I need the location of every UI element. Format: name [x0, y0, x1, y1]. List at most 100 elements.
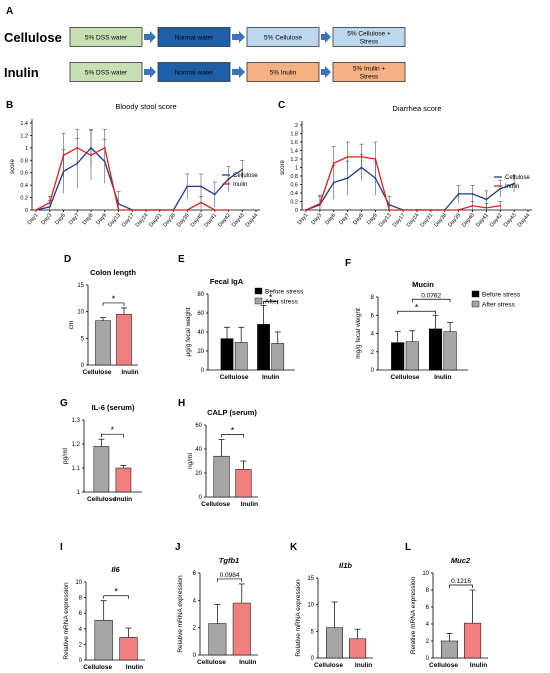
y-tick-label: 8: [426, 588, 430, 594]
y-tick-label: 2: [295, 123, 298, 129]
legend-label: Inulin: [233, 182, 247, 188]
y-axis-label: pg/ml: [62, 448, 69, 464]
chart-title: Colon length: [90, 268, 136, 277]
series-line-cellulose: [35, 146, 243, 211]
y-tick-label: 0.2: [20, 196, 28, 202]
y-tick-label: 1.2: [72, 442, 81, 448]
x-tick-label: Day31: [420, 212, 435, 228]
significance-bracket: [263, 301, 279, 305]
bar-inulin: [232, 602, 251, 656]
y-tick-label: 20: [195, 471, 202, 477]
panel-letter-B: B: [6, 100, 13, 111]
chart-title: Il1b: [339, 561, 352, 570]
significance-star: *: [114, 587, 118, 597]
significance-bracket: [103, 595, 129, 599]
bar: [234, 342, 248, 371]
y-tick-label: 0.2: [290, 200, 298, 206]
x-tick-label: Day8: [352, 212, 365, 226]
y-axis-label: Relative mRNA expression: [63, 582, 70, 660]
diagram-step-box: [69, 62, 143, 82]
x-tick-label: Day41: [203, 212, 218, 228]
bar-inulin: [119, 637, 138, 661]
diagram-arrow-icon: [321, 31, 331, 43]
bar: [220, 338, 234, 371]
y-tick-label: 1: [25, 146, 28, 152]
diagram-step-label: 5% Inulin + Stress: [353, 66, 386, 81]
y-tick-label: 10: [307, 603, 314, 609]
y-tick-label: 0: [201, 368, 205, 374]
panel-letter-F: F: [345, 258, 351, 269]
x-tick-label: Day42: [217, 212, 232, 228]
legend-swatch: [254, 297, 263, 305]
y-tick-label: 0: [193, 653, 197, 659]
x-tick-label: Day38: [162, 212, 177, 228]
y-tick-label: 4: [193, 598, 197, 604]
y-tick-label: 0.6: [20, 171, 28, 177]
p-value-bracket: [449, 584, 473, 588]
y-tick-label: 10: [77, 310, 84, 316]
panel-letter-C: C: [278, 100, 285, 111]
x-tick-label: Inulin: [121, 369, 138, 376]
y-tick-label: 4: [371, 332, 375, 338]
x-tick-label: Cellulose: [201, 501, 230, 508]
y-tick-label: 1.3: [72, 418, 81, 424]
legend-label: Cellulose: [233, 173, 258, 179]
chart-H: CALP (serum) 0 20 40 60 ng/ml Cellulose Inulin *: [187, 408, 258, 508]
y-tick-label: 2: [426, 639, 430, 645]
bar: [405, 341, 419, 371]
x-tick-label: Day13: [378, 212, 393, 228]
y-tick-label: 0: [311, 656, 315, 662]
diagram-step-box: [157, 62, 231, 82]
chart-title: Diarrhea score: [392, 104, 441, 113]
x-tick-label: Day6: [54, 212, 67, 226]
diagram-row-label: Cellulose: [4, 30, 62, 45]
p-value-label: 0.0984: [220, 572, 240, 579]
x-tick-label: Inulin: [355, 662, 372, 669]
chart-C: Diarrhea score 0 0.2 0.4 0.6 0.8 1 1.2 1.4 1.6 1.8…: [280, 104, 532, 228]
y-tick-label: 8: [79, 596, 83, 602]
y-tick-label: 8: [371, 295, 375, 301]
y-tick-label: 4: [426, 622, 430, 628]
y-tick-label: 0: [295, 208, 298, 214]
bar: [257, 324, 270, 371]
x-tick-label: Day31: [148, 212, 163, 228]
y-tick-label: 0.6: [290, 183, 298, 189]
y-tick-label: 1.2: [20, 133, 28, 139]
x-tick-label: Day24: [135, 212, 150, 228]
chart-I: Il6 0 2 4 6 8 10 Relative mRNA expression Cellul…: [63, 565, 145, 671]
bar: [443, 331, 457, 371]
x-tick-label: Day42: [489, 212, 504, 228]
diagram-step-box: [157, 27, 231, 47]
x-tick-label: Inulin: [241, 501, 258, 508]
diagram-step-label: 5% Cellulose + Stress: [347, 31, 391, 46]
bar-inulin: [116, 314, 132, 366]
bar-cellulose: [441, 640, 458, 659]
bar-inulin: [115, 467, 132, 493]
panel-letter-G: G: [60, 398, 68, 409]
bar-cellulose: [95, 320, 111, 366]
chart-title: Fecal IgA: [210, 277, 244, 286]
y-tick-label: 2: [79, 642, 83, 648]
y-tick-label: 0.4: [290, 191, 298, 197]
x-tick-label: Cellulose: [87, 496, 116, 503]
p-value-label: 0.0762: [421, 292, 441, 299]
bar-inulin: [349, 638, 367, 659]
x-tick-label: Day3: [311, 212, 324, 226]
y-tick-label: 1.8: [290, 132, 298, 138]
chart-B: Bloody stool score 0 0.2 0.4 0.6 0.8 1 1.2 1.4 sc…: [10, 102, 260, 228]
x-tick-label: Day7: [338, 212, 351, 226]
p-value-bracket: [411, 298, 451, 303]
panel-letter-I: I: [60, 542, 63, 553]
x-tick-label: Inulin: [262, 374, 279, 381]
x-tick-label: Day39: [447, 212, 462, 228]
y-tick-label: 0: [426, 656, 430, 662]
diagram-step-box: [246, 62, 320, 82]
y-tick-label: 0: [199, 495, 203, 501]
legend-label: Before stress: [482, 292, 521, 299]
chart-G: IL-6 (serum) 1 1.1 1.2 1.3 pg/ml CelluloseInul…: [62, 403, 142, 503]
panel-letter-H: H: [178, 398, 185, 409]
y-tick-label: 0: [79, 658, 83, 664]
y-tick-label: 5: [311, 629, 315, 635]
diagram-step-label: Normal water: [175, 70, 214, 77]
